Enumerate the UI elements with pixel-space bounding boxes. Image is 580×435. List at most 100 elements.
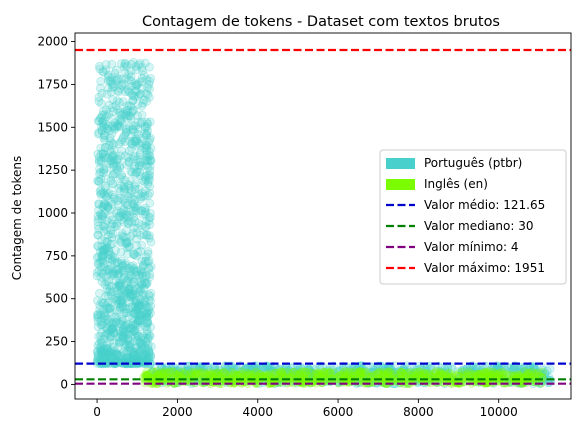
- scatter-point: [135, 347, 145, 357]
- scatter-point: [98, 211, 108, 221]
- scatter-point: [130, 325, 140, 335]
- scatter-point: [117, 172, 127, 182]
- scatter-point: [126, 291, 136, 301]
- scatter-point: [112, 306, 121, 316]
- legend-swatch: [386, 179, 415, 190]
- scatter-point: [103, 124, 113, 134]
- scatter-point: [122, 330, 132, 340]
- scatter-point: [96, 335, 106, 345]
- scatter-point: [119, 217, 129, 227]
- scatter-point: [126, 131, 136, 141]
- scatter-point: [93, 313, 102, 323]
- scatter-point: [140, 191, 150, 201]
- scatter-point: [128, 314, 138, 324]
- scatter-point: [102, 200, 111, 210]
- scatter-point: [102, 105, 111, 115]
- scatter-point: [129, 263, 138, 273]
- scatter-point: [119, 274, 128, 284]
- scatter-point: [129, 347, 139, 357]
- scatter-point: [123, 106, 132, 115]
- x-tick-label: 8000: [403, 405, 434, 419]
- scatter-point: [107, 233, 117, 242]
- scatter-point: [144, 147, 154, 156]
- scatter-point: [145, 292, 155, 301]
- scatter-point: [98, 251, 108, 261]
- scatter-point: [136, 264, 146, 274]
- scatter-point: [145, 188, 155, 198]
- scatter-point: [115, 326, 125, 336]
- scatter-point: [96, 346, 106, 356]
- scatter-point: [108, 153, 117, 163]
- scatter-point: [121, 151, 130, 161]
- scatter-point: [143, 318, 153, 328]
- scatter-point: [138, 331, 148, 341]
- scatter-point: [106, 318, 116, 328]
- scatter-point: [133, 315, 143, 325]
- scatter-point: [144, 290, 154, 300]
- scatter-point: [135, 316, 145, 326]
- scatter-point: [107, 324, 117, 334]
- scatter-point: [104, 70, 113, 80]
- scatter-point: [109, 342, 118, 352]
- scatter-point: [105, 75, 115, 85]
- scatter-point: [141, 170, 151, 180]
- scatter-point: [97, 235, 107, 245]
- scatter-point: [100, 208, 110, 218]
- scatter-point: [114, 183, 124, 193]
- scatter-point: [101, 343, 111, 353]
- scatter-point: [124, 157, 134, 167]
- scatter-point: [108, 170, 118, 180]
- scatter-point: [115, 212, 125, 222]
- scatter-point: [104, 281, 114, 291]
- scatter-point: [131, 331, 140, 341]
- scatter-point: [103, 202, 112, 212]
- scatter-point: [107, 215, 117, 225]
- scatter-point: [108, 169, 118, 179]
- scatter-point: [119, 328, 128, 338]
- scatter-point: [122, 340, 131, 350]
- scatter-point: [140, 172, 150, 182]
- scatter-point: [108, 79, 118, 89]
- scatter-point: [106, 239, 116, 249]
- scatter-point: [122, 159, 131, 169]
- scatter-point: [137, 313, 146, 323]
- scatter-point: [97, 241, 107, 251]
- scatter-point: [97, 110, 107, 120]
- scatter-point: [137, 269, 147, 279]
- scatter-point: [122, 111, 132, 121]
- scatter-point: [133, 311, 143, 321]
- scatter-point: [130, 91, 140, 101]
- scatter-point: [304, 367, 314, 377]
- scatter-point: [143, 333, 153, 343]
- scatter-point: [105, 159, 114, 169]
- scatter-point: [146, 288, 156, 298]
- scatter-point: [137, 206, 146, 216]
- scatter-point: [116, 186, 125, 196]
- scatter-point: [124, 111, 134, 120]
- scatter-point: [97, 118, 107, 127]
- scatter-point: [100, 245, 110, 255]
- scatter-point: [117, 215, 127, 225]
- scatter-point: [117, 299, 127, 309]
- scatter-point: [109, 321, 119, 331]
- data-points: [92, 58, 556, 389]
- legend-label: Valor médio: 121.65: [424, 198, 545, 212]
- legend-label: Inglês (en): [424, 177, 488, 191]
- y-tick-label: 250: [45, 335, 68, 349]
- scatter-point: [104, 246, 114, 256]
- scatter-point: [128, 105, 138, 115]
- scatter-point: [110, 68, 120, 78]
- scatter-point: [108, 179, 118, 189]
- scatter-point: [96, 143, 106, 153]
- scatter-point: [137, 221, 147, 230]
- scatter-point: [97, 327, 107, 337]
- scatter-point: [97, 88, 107, 98]
- scatter-point: [107, 298, 117, 308]
- scatter-point: [145, 151, 155, 161]
- scatter-point: [92, 253, 102, 263]
- scatter-point: [123, 152, 133, 162]
- scatter-point: [106, 229, 116, 239]
- scatter-point: [115, 281, 125, 291]
- scatter-point: [127, 217, 137, 227]
- scatter-point: [130, 151, 140, 161]
